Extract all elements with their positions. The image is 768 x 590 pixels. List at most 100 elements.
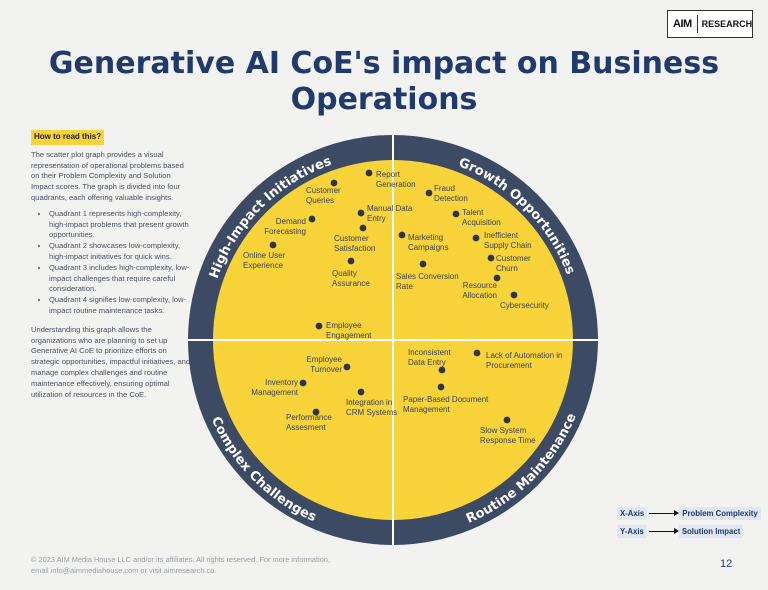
data-point: Resource Allocation	[462, 274, 501, 300]
point-marker	[398, 231, 406, 239]
point-label-line: Management	[403, 405, 450, 414]
data-point: Integration in CRM Systems	[346, 388, 397, 417]
point-label-line: Online User	[243, 251, 286, 260]
point-label: Customer Queries	[306, 186, 341, 205]
point-label: Inconsistent Data Entry	[408, 348, 451, 367]
quadrant-item: Quadrant 4 signifies low-complexity, low…	[49, 295, 191, 317]
point-marker	[438, 366, 446, 374]
data-point: Quality Assurance	[332, 257, 370, 288]
point-label: Paper-Based Document Management	[403, 395, 489, 414]
point-label: Slow System Response Time	[480, 426, 536, 445]
point-marker	[365, 169, 373, 177]
point-marker	[472, 234, 480, 242]
point-marker	[312, 408, 320, 416]
page-title: Generative AI CoE's impact on Business O…	[48, 46, 720, 117]
quadrant-item: Quadrant 3 includes high-complexity, low…	[49, 263, 191, 295]
point-marker	[269, 241, 277, 249]
point-marker	[437, 383, 445, 391]
point-label-line: CRM Systems	[346, 408, 397, 417]
logo-mark: AIM	[668, 15, 698, 33]
data-point: Report Generation	[365, 169, 416, 189]
point-marker	[343, 363, 351, 371]
point-label-line: Cybersecurity	[500, 301, 549, 310]
point-label-line: Customer	[496, 254, 531, 263]
point-label-line: Forecasting	[264, 227, 306, 236]
point-label-line: Paper-Based Document	[403, 395, 489, 404]
point-label-line: Management	[251, 388, 298, 397]
data-point: Inconsistent Data Entry	[408, 348, 451, 374]
point-marker	[330, 179, 338, 187]
point-label-line: Inefficient	[484, 231, 519, 240]
y-axis-tag: Y-Axis	[617, 525, 647, 538]
y-axis-value: Solution Impact	[678, 525, 744, 538]
point-label-line: Customer	[334, 234, 369, 243]
point-label-line: Sales Conversion	[396, 272, 459, 281]
point-label: Demand Forecasting	[264, 217, 306, 236]
point-label-line: Detection	[434, 194, 468, 203]
point-marker	[357, 388, 365, 396]
point-label-line: Supply Chain	[484, 241, 532, 250]
point-label-line: Allocation	[462, 291, 497, 300]
point-label-line: Inventory	[265, 378, 298, 387]
intro-text: The scatter plot graph provides a visual…	[31, 149, 184, 202]
point-marker	[510, 291, 518, 299]
point-label-line: Customer	[306, 186, 341, 195]
point-label-line: Performance	[286, 413, 332, 422]
point-label-line: Talent	[462, 208, 484, 217]
point-label: Fraud Detection	[434, 184, 468, 203]
point-label-line: Resource	[463, 281, 498, 290]
point-label-line: Procurement	[486, 361, 533, 370]
x-axis-value: Problem Complexity	[679, 507, 761, 520]
point-label-line: Assesment	[286, 423, 326, 432]
point-label-line: Satisfaction	[334, 244, 375, 253]
logo-text: RESEARCH	[701, 19, 753, 29]
data-point: Demand Forecasting	[264, 215, 316, 236]
point-label-line: Manual Data	[367, 204, 413, 213]
point-label-line: Engagement	[326, 331, 372, 340]
point-label-line: Lack of Automation in	[486, 351, 563, 360]
how-to-read-heading: How to read this?	[31, 130, 105, 145]
data-point: Slow System Response Time	[480, 416, 536, 445]
point-marker	[425, 189, 433, 197]
point-label-line: Campaigns	[408, 243, 448, 252]
point-label-line: Churn	[496, 264, 518, 273]
x-axis-legend: X-Axis Problem Complexity	[617, 507, 761, 520]
point-label: Sales Conversion Rate	[396, 272, 459, 291]
point-label: Employee Turnover	[306, 355, 342, 374]
arrow-right-icon	[648, 528, 679, 533]
data-point: Manual Data Entry	[357, 204, 413, 223]
point-marker	[315, 322, 323, 330]
point-label-line: Employee	[306, 355, 342, 364]
data-point: Inventory Management	[251, 378, 307, 397]
data-point: Customer Satisfaction	[334, 224, 375, 253]
point-label-line: Generation	[376, 180, 416, 189]
point-label: Talent Acquisition	[462, 208, 501, 227]
point-label-line: Turnover	[310, 365, 342, 374]
point-marker	[473, 349, 481, 357]
x-axis-tag: X-Axis	[617, 507, 648, 520]
point-label: Cybersecurity	[500, 301, 549, 310]
data-point: Sales Conversion Rate	[396, 260, 459, 291]
point-label: Report Generation	[376, 170, 416, 189]
point-marker	[299, 379, 307, 387]
point-label: Performance Assesment	[286, 413, 332, 432]
data-point: Customer Churn	[487, 254, 531, 273]
point-label-line: Demand	[276, 217, 306, 226]
data-point: Performance Assesment	[286, 408, 332, 432]
data-point: Employee Engagement	[315, 321, 372, 340]
outro-text: Understanding this graph allows the orga…	[31, 324, 191, 399]
point-label-line: Response Time	[480, 436, 536, 445]
point-label: Customer Churn	[496, 254, 531, 273]
point-marker	[452, 210, 460, 218]
point-label-line: Report	[376, 170, 401, 179]
point-marker	[503, 416, 511, 424]
point-label: Integration in CRM Systems	[346, 398, 397, 417]
point-marker	[357, 209, 365, 217]
point-label: Resource Allocation	[462, 281, 497, 300]
point-label-line: Entry	[367, 214, 386, 223]
point-label-line: Experience	[243, 261, 284, 270]
point-label-line: Integration in	[346, 398, 392, 407]
aim-research-logo: AIM RESEARCH	[667, 10, 753, 38]
point-marker	[487, 254, 495, 262]
